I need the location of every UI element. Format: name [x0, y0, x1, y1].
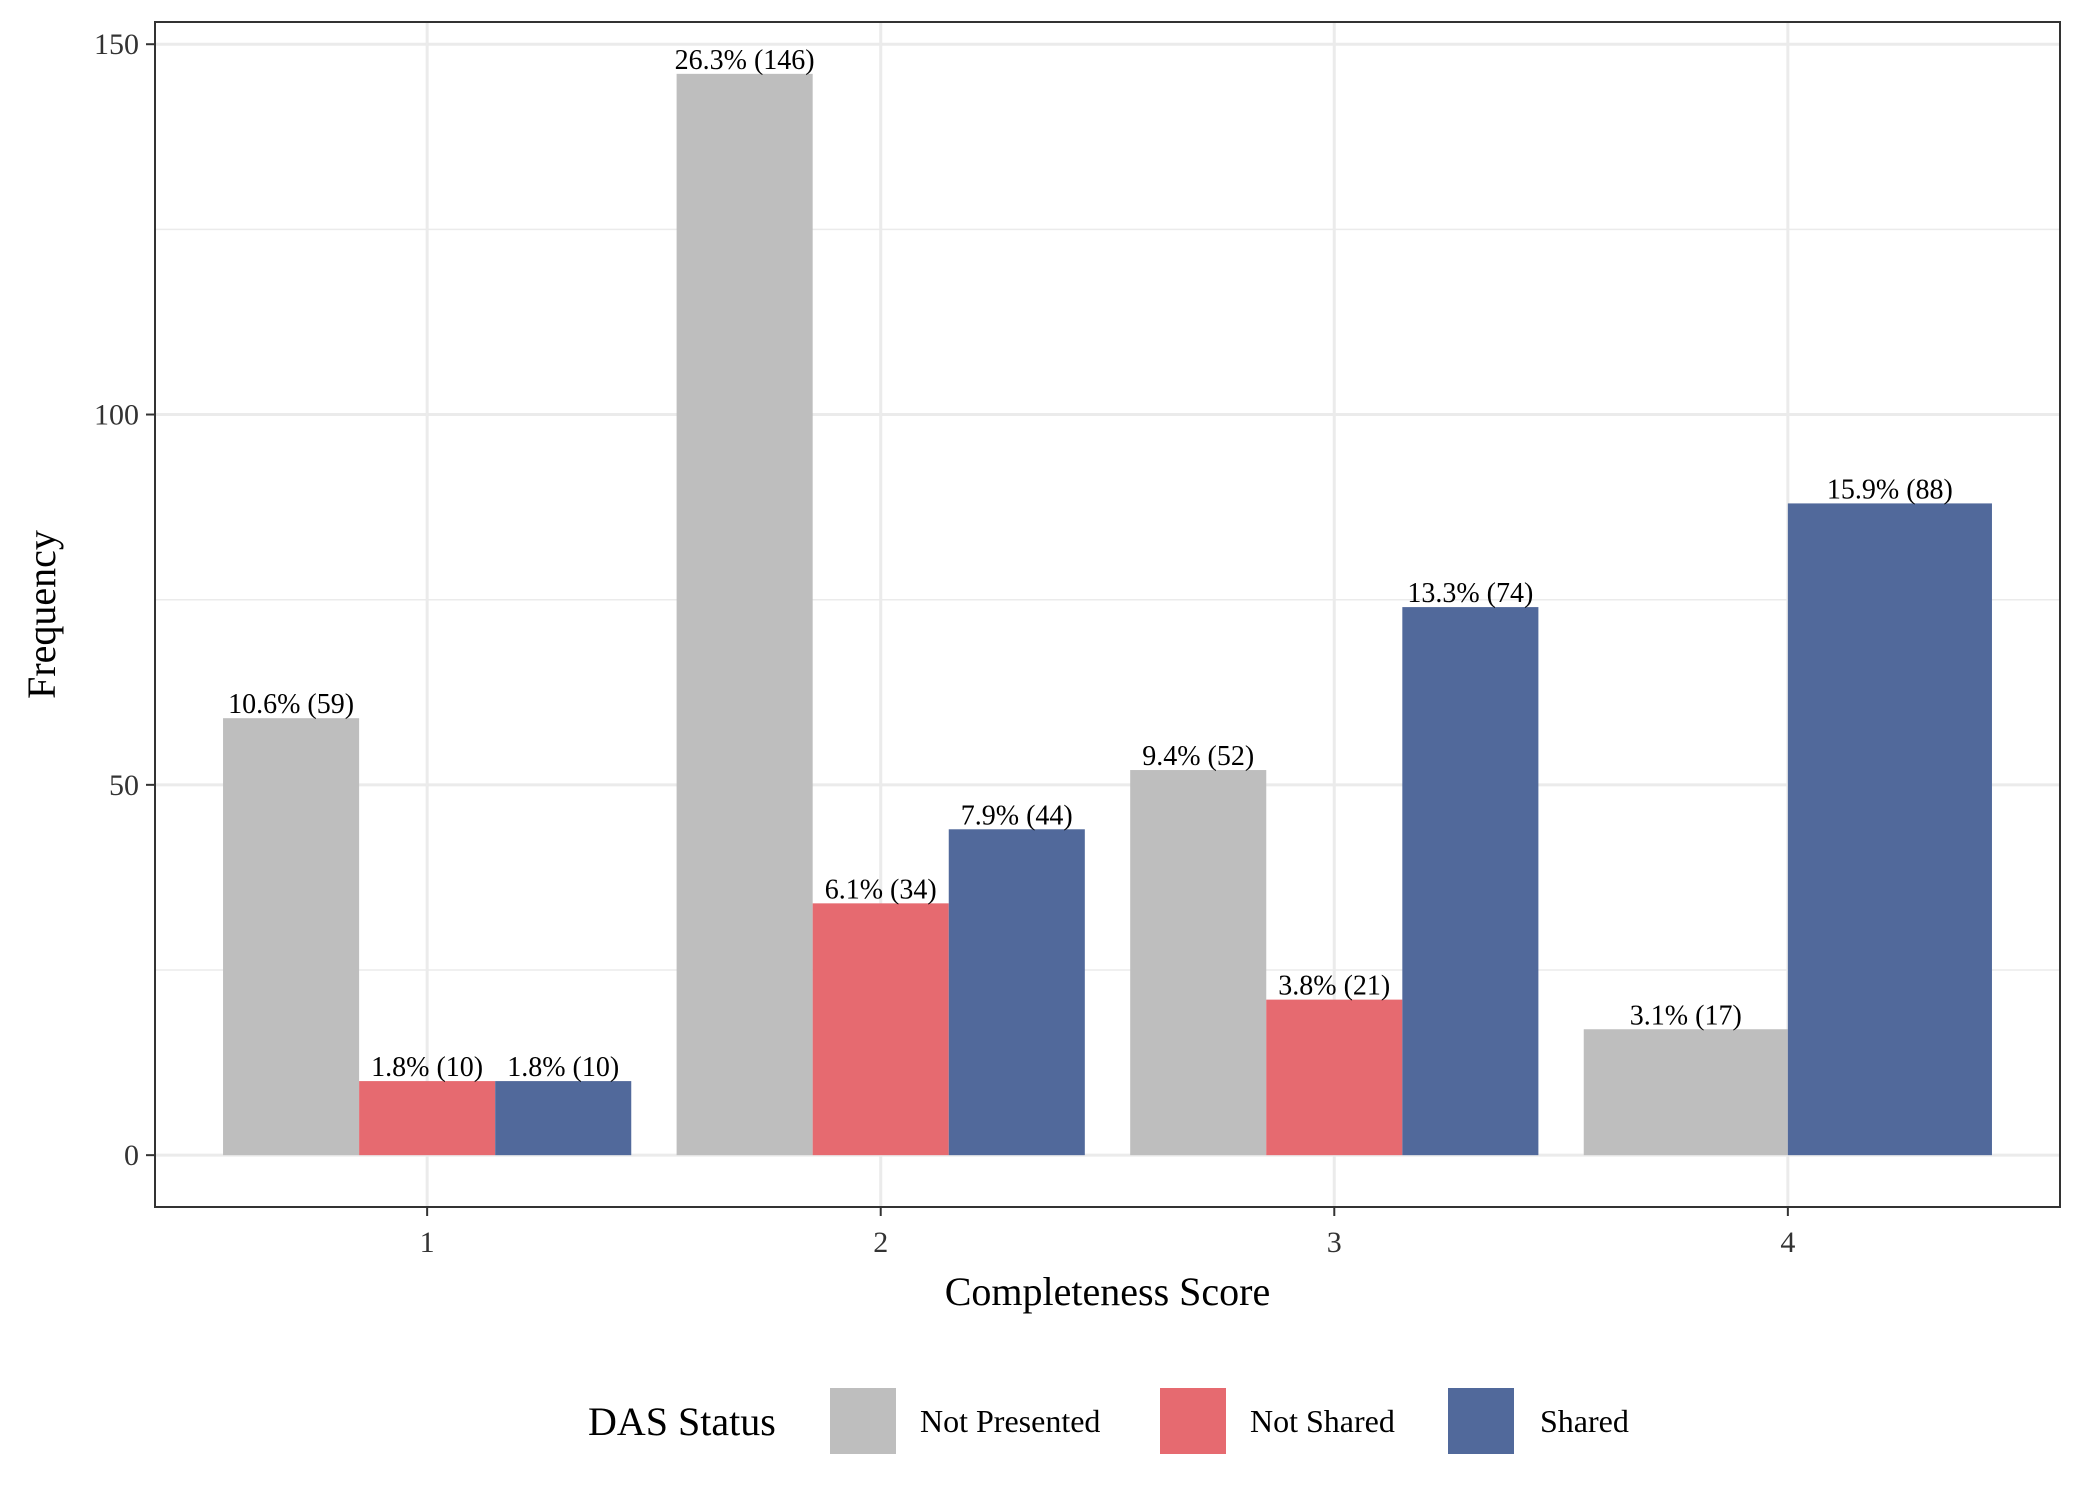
panel-border: [154, 21, 2061, 1208]
legend-key-not-shared: [1160, 1388, 1226, 1454]
bars: [223, 73, 1992, 1156]
x-tick-label: 1: [420, 1226, 435, 1259]
bar-label: 9.4% (52): [1142, 741, 1254, 772]
bar-label: 26.3% (146): [675, 45, 815, 76]
legend-label: Shared: [1540, 1403, 1629, 1439]
y-tick-label: 100: [94, 399, 139, 432]
legend-key-not-presented: [830, 1388, 896, 1454]
bar-shared-1: [495, 1081, 632, 1156]
panel-background: [155, 22, 2060, 1207]
x-tick-label: 3: [1327, 1226, 1342, 1259]
legend-key-shared: [1448, 1388, 1514, 1454]
bar-not-shared-2: [812, 903, 949, 1156]
bar-label: 10.6% (59): [228, 689, 354, 720]
bar-label: 1.8% (10): [507, 1052, 619, 1083]
bar-not-shared-1: [359, 1081, 496, 1156]
y-tick-label: 50: [109, 769, 139, 802]
bar-shared-3: [1402, 607, 1539, 1156]
legend-title: DAS Status: [588, 1399, 776, 1444]
y-tick-label: 150: [94, 28, 139, 61]
bar-not-presented-4: [1583, 1029, 1788, 1156]
bar-label: 15.9% (88): [1827, 474, 1953, 505]
bar-label: 13.3% (74): [1407, 578, 1533, 609]
panel-grid: [155, 22, 2060, 1207]
bar-label: 1.8% (10): [371, 1052, 483, 1083]
bar-shared-4: [1787, 503, 1992, 1156]
bar-labels: 10.6% (59) 1.8% (10) 1.8% (10) 26.3% (146) 6…: [228, 45, 1953, 1083]
x-axis-title: Completeness Score: [945, 1269, 1271, 1314]
bar-shared-2: [948, 829, 1085, 1156]
y-axis-title: Frequency: [19, 530, 64, 699]
bar-label: 3.8% (21): [1278, 971, 1390, 1002]
legend-label: Not Presented: [920, 1403, 1100, 1439]
x-tick-label: 2: [873, 1226, 888, 1259]
bar-not-presented-2: [676, 73, 813, 1156]
bar-not-presented-1: [223, 718, 360, 1156]
bar-label: 7.9% (44): [961, 800, 1073, 831]
legend-label: Not Shared: [1250, 1403, 1395, 1439]
bar-label: 6.1% (34): [825, 874, 937, 905]
axes: 0 50 100 150 1 2 3 4: [94, 28, 1795, 1259]
bar-label: 3.1% (17): [1630, 1000, 1742, 1031]
bar-not-shared-3: [1266, 999, 1403, 1156]
x-tick-label: 4: [1780, 1226, 1795, 1259]
y-tick-label: 0: [124, 1139, 139, 1172]
legend: DAS Status Not Presented Not Shared Shared: [588, 1388, 1629, 1454]
bar-not-presented-3: [1130, 770, 1267, 1156]
